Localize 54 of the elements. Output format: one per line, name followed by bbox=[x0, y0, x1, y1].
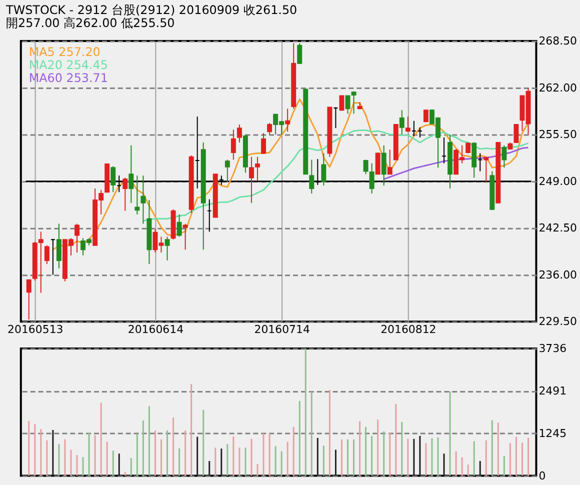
candlestick bbox=[134, 175, 140, 215]
candlestick bbox=[472, 142, 477, 178]
candlestick bbox=[381, 144, 386, 186]
candlestick bbox=[321, 152, 326, 186]
x-tick-label: 20160714 bbox=[254, 323, 310, 336]
y-tick-label: 2491 bbox=[538, 384, 567, 398]
text: MA5 257.20 bbox=[28, 44, 100, 59]
candlestick bbox=[110, 166, 116, 193]
candlestick bbox=[387, 149, 392, 175]
line-series bbox=[383, 146, 529, 180]
y-tick-label: 242.50 bbox=[538, 222, 578, 235]
candlestick bbox=[375, 152, 380, 175]
text: MA60 253.71 bbox=[28, 70, 108, 85]
candlestick bbox=[502, 144, 507, 168]
candlestick bbox=[164, 236, 170, 261]
y-tick-label: 268.50 bbox=[538, 34, 578, 48]
y-tick-label: 1245 bbox=[538, 426, 567, 440]
candlestick bbox=[514, 124, 519, 143]
y-tick-label: 262.00 bbox=[538, 81, 578, 94]
y-tick-label: 229.50 bbox=[538, 315, 578, 328]
x-tick-label: 20160812 bbox=[380, 323, 436, 336]
y-tick-label: 0 bbox=[538, 469, 546, 482]
chart-subtitle: 開257.00 高262.00 低255.50 bbox=[6, 16, 175, 30]
candlestick bbox=[182, 223, 188, 250]
x-tick-label: 20160614 bbox=[128, 323, 184, 336]
candlestick bbox=[122, 177, 128, 212]
candlestick bbox=[74, 223, 80, 254]
candlestick bbox=[26, 279, 32, 320]
y-tick-label: 236.00 bbox=[538, 268, 578, 282]
candlestick bbox=[128, 144, 134, 204]
candlestick bbox=[399, 110, 404, 136]
candlestick bbox=[56, 223, 62, 269]
candlestick bbox=[297, 42, 302, 65]
y-tick-label: 249.00 bbox=[538, 174, 578, 188]
y-tick-label: 3736 bbox=[538, 342, 567, 355]
candlestick bbox=[140, 175, 146, 224]
candlestick bbox=[309, 159, 314, 194]
candlestick bbox=[339, 95, 344, 112]
candlestick bbox=[363, 159, 368, 175]
x-tick-label: 20160513 bbox=[8, 323, 64, 336]
candlestick bbox=[236, 124, 242, 143]
candlestick bbox=[176, 214, 182, 238]
candlestick bbox=[484, 157, 489, 183]
chart-title: TWSTOCK - 2912 台股(2912) 20160909 收261.50 bbox=[5, 3, 298, 18]
candlestick bbox=[44, 244, 50, 265]
candlestick bbox=[261, 132, 266, 154]
candlestick bbox=[285, 108, 290, 132]
candlestick bbox=[267, 122, 272, 136]
candlestick bbox=[423, 110, 428, 122]
candlestick bbox=[230, 129, 236, 160]
candlestick bbox=[369, 162, 374, 194]
candlestick bbox=[405, 116, 410, 133]
candlestick bbox=[224, 159, 230, 183]
y-tick-label: 255.50 bbox=[538, 128, 578, 142]
